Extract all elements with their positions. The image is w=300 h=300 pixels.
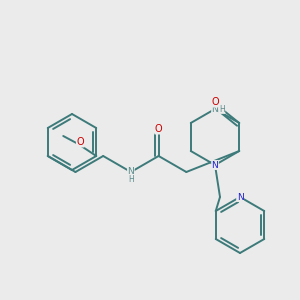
Text: N: N [212,160,218,169]
Text: O: O [76,137,84,147]
Text: H: H [128,176,134,184]
Text: O: O [212,97,219,107]
Text: N: N [212,104,218,113]
Text: O: O [155,124,162,134]
Text: H: H [219,104,225,113]
Text: N: N [128,167,134,176]
Text: N: N [237,193,243,202]
